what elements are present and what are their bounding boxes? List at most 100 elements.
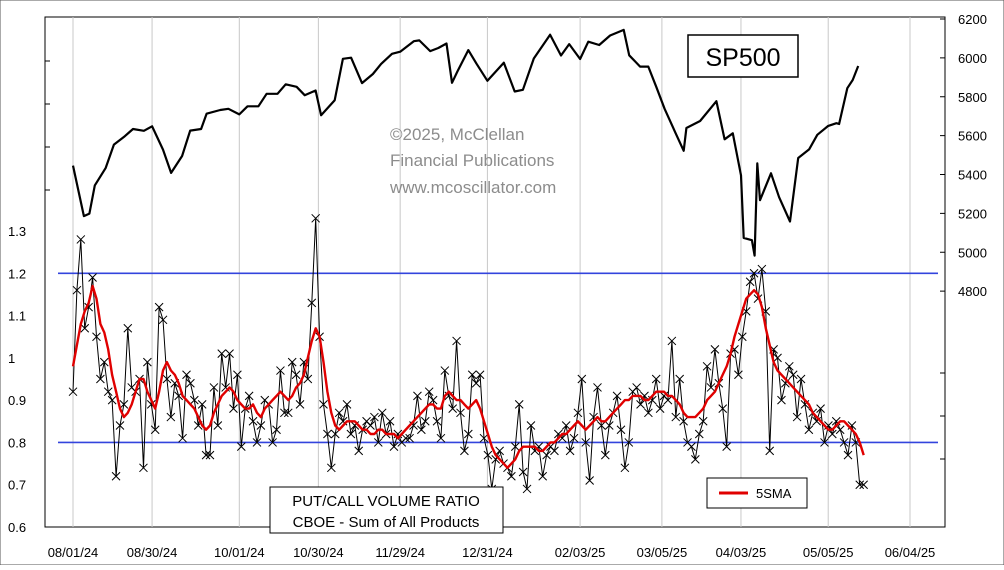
- right-axis: 6200 6000 5800 5600 5400 5200 5000 4800: [940, 12, 987, 460]
- putcall-marker-184: [788, 370, 798, 380]
- putcall-marker-161: [698, 416, 708, 426]
- putcall-marker-197: [839, 438, 849, 447]
- putcall-marker-99: [456, 408, 465, 418]
- putcall-marker-54: [280, 408, 289, 418]
- putcall-marker-134: [593, 383, 602, 392]
- x-axis: 08/01/24 08/30/24 10/01/24 10/30/24 11/29/24…: [48, 545, 936, 560]
- putcall-marker-34: [201, 450, 211, 460]
- putcall-marker-123: [550, 446, 559, 456]
- putcall-marker-142: [624, 438, 634, 447]
- putcall-marker-3: [80, 323, 90, 333]
- putcall-marker-141: [620, 463, 630, 473]
- putcall-marker-176: [757, 264, 767, 274]
- putcall-marker-36: [209, 383, 219, 392]
- putcall-marker-7: [96, 374, 105, 384]
- putcall-marker-104: [475, 370, 485, 380]
- putcall-marker-132: [585, 476, 595, 485]
- putcall-marker-152: [663, 395, 673, 405]
- putcall-marker-14: [123, 323, 133, 333]
- putcall-marker-147: [644, 408, 653, 418]
- left-tick-label-4: 0.9: [8, 393, 26, 408]
- right-tick-label-2: 5800: [958, 90, 987, 105]
- putcall-marker-166: [718, 404, 728, 413]
- putcall-marker-185: [792, 412, 802, 422]
- putcall-marker-98: [452, 336, 461, 346]
- putcall-marker-73: [354, 446, 364, 456]
- putcall-marker-181: [777, 395, 786, 405]
- putcall-marker-40: [225, 349, 234, 358]
- putcall-marker-31: [189, 395, 199, 405]
- putcall-marker-58: [295, 400, 305, 409]
- putcall-marker-43: [236, 442, 246, 452]
- putcall-marker-131: [581, 438, 591, 447]
- putcall-marker-95: [440, 366, 450, 375]
- putcall-marker-45: [244, 391, 254, 401]
- sma-layer: [71, 284, 865, 469]
- putcall-marker-101: [463, 429, 473, 439]
- sp500-title-frame: [687, 34, 799, 78]
- putcall-marker-194: [827, 429, 837, 439]
- putcall-marker-116: [522, 484, 532, 494]
- putcall-marker-198: [843, 450, 853, 460]
- putcall-title-box: PUT/CALL VOLUME RATIO CBOE - Sum of All …: [269, 486, 504, 534]
- putcall-marker-62: [311, 213, 321, 223]
- putcall-marker-18: [139, 463, 148, 473]
- putcall-marker-41: [229, 404, 238, 413]
- putcall-marker-93: [432, 416, 442, 426]
- putcall-marker-76: [366, 421, 375, 430]
- putcall-marker-186: [796, 374, 806, 384]
- putcall-marker-56: [287, 357, 297, 367]
- plot-area: [44, 16, 946, 528]
- putcall-marker-149: [651, 374, 661, 384]
- putcall-marker-150: [655, 404, 665, 413]
- putcall-marker-66: [326, 463, 336, 473]
- putcall-marker-178: [765, 446, 775, 456]
- left-axis: 1.3 1.2 1.1 1 0.9 0.8 0.7 0.6: [8, 60, 50, 535]
- legend: 5SMA: [706, 477, 808, 509]
- x-tick-label-3: 10/30/24: [293, 545, 344, 560]
- putcall-marker-164: [710, 345, 720, 354]
- copyright-text: ©2025, McClellan Financial Publications …: [389, 125, 556, 197]
- putcall-marker-64: [319, 400, 328, 409]
- putcall-marker-71: [346, 429, 356, 439]
- sp500-layer: [71, 28, 860, 257]
- putcall-marker-106: [483, 450, 493, 460]
- putcall-marker-47: [252, 438, 262, 447]
- putcall-marker-113: [510, 442, 520, 452]
- putcall-marker-183: [784, 361, 794, 371]
- putcall-marker-94: [436, 433, 446, 443]
- putcall-marker-19: [143, 357, 152, 367]
- putcall-marker-191: [816, 404, 825, 413]
- putcall-marker-65: [323, 429, 332, 439]
- putcall-marker-78: [373, 438, 383, 447]
- putcall-marker-68: [334, 408, 344, 418]
- putcall-marker-11: [111, 471, 121, 481]
- left-tick-label-2: 1.1: [8, 309, 26, 324]
- putcall-marker-162: [702, 361, 712, 371]
- putcall-marker-160: [694, 429, 704, 439]
- left-tick-label-5: 0.8: [8, 435, 26, 450]
- putcall-marker-139: [612, 391, 622, 401]
- putcall-marker-77: [370, 412, 379, 422]
- putcall-marker-61: [307, 298, 317, 308]
- putcall-marker-155: [675, 374, 685, 384]
- right-tick-label-4: 5400: [958, 168, 987, 183]
- putcall-marker-38: [217, 349, 227, 358]
- putcall-marker-52: [272, 425, 281, 435]
- putcall-marker-70: [342, 400, 352, 409]
- putcall-marker-114: [514, 400, 524, 409]
- putcall-marker-28: [178, 433, 187, 443]
- putcall-marker-86: [405, 433, 414, 443]
- putcall-marker-53: [276, 366, 285, 375]
- copyright-line-3: www.mcoscillator.com: [389, 178, 556, 197]
- putcall-marker-12: [115, 421, 125, 430]
- putcall-marker-48: [256, 421, 266, 430]
- putcall-marker-154: [671, 412, 681, 422]
- putcall-marker-109: [495, 446, 504, 456]
- putcall-marker-51: [268, 438, 277, 447]
- putcall-marker-0: [68, 387, 78, 397]
- putcall-marker-91: [424, 387, 434, 397]
- putcall-marker-105: [479, 433, 489, 443]
- putcall-subtitle: CBOE - Sum of All Products: [293, 514, 480, 531]
